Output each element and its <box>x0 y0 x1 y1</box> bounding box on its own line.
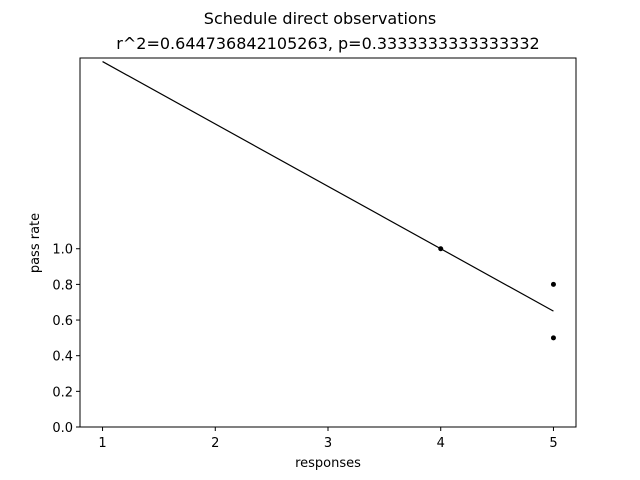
chart-subtitle: r^2=0.644736842105263, p=0.3333333333333… <box>116 34 539 53</box>
x-axis-label: responses <box>295 456 361 471</box>
regression-line <box>102 61 554 312</box>
data-point <box>550 335 556 341</box>
x-tick-label: 3 <box>324 436 332 451</box>
y-axis-label: pass rate <box>28 213 43 273</box>
plot-area <box>79 57 577 428</box>
chart-title: Schedule direct observations <box>204 9 436 28</box>
y-tick-label: 0.0 <box>52 421 73 436</box>
points-layer <box>438 246 556 341</box>
y-tick-label: 0.4 <box>52 350 73 365</box>
x-tick-label: 2 <box>211 436 219 451</box>
regression-layer <box>102 61 554 312</box>
x-tick-label: 1 <box>98 436 106 451</box>
y-tick-label: 0.2 <box>52 385 73 400</box>
data-point <box>438 246 444 252</box>
y-tick-label: 0.6 <box>52 314 73 329</box>
x-tick-label: 4 <box>437 436 445 451</box>
y-tick-label: 1.0 <box>52 243 73 258</box>
y-axis: 0.0 0.2 0.4 0.6 0.8 1.0 <box>52 243 80 436</box>
x-axis: 1 2 3 4 5 <box>98 427 558 451</box>
data-point <box>550 281 556 287</box>
y-tick-label: 0.8 <box>52 278 73 293</box>
x-tick-label: 5 <box>549 436 557 451</box>
